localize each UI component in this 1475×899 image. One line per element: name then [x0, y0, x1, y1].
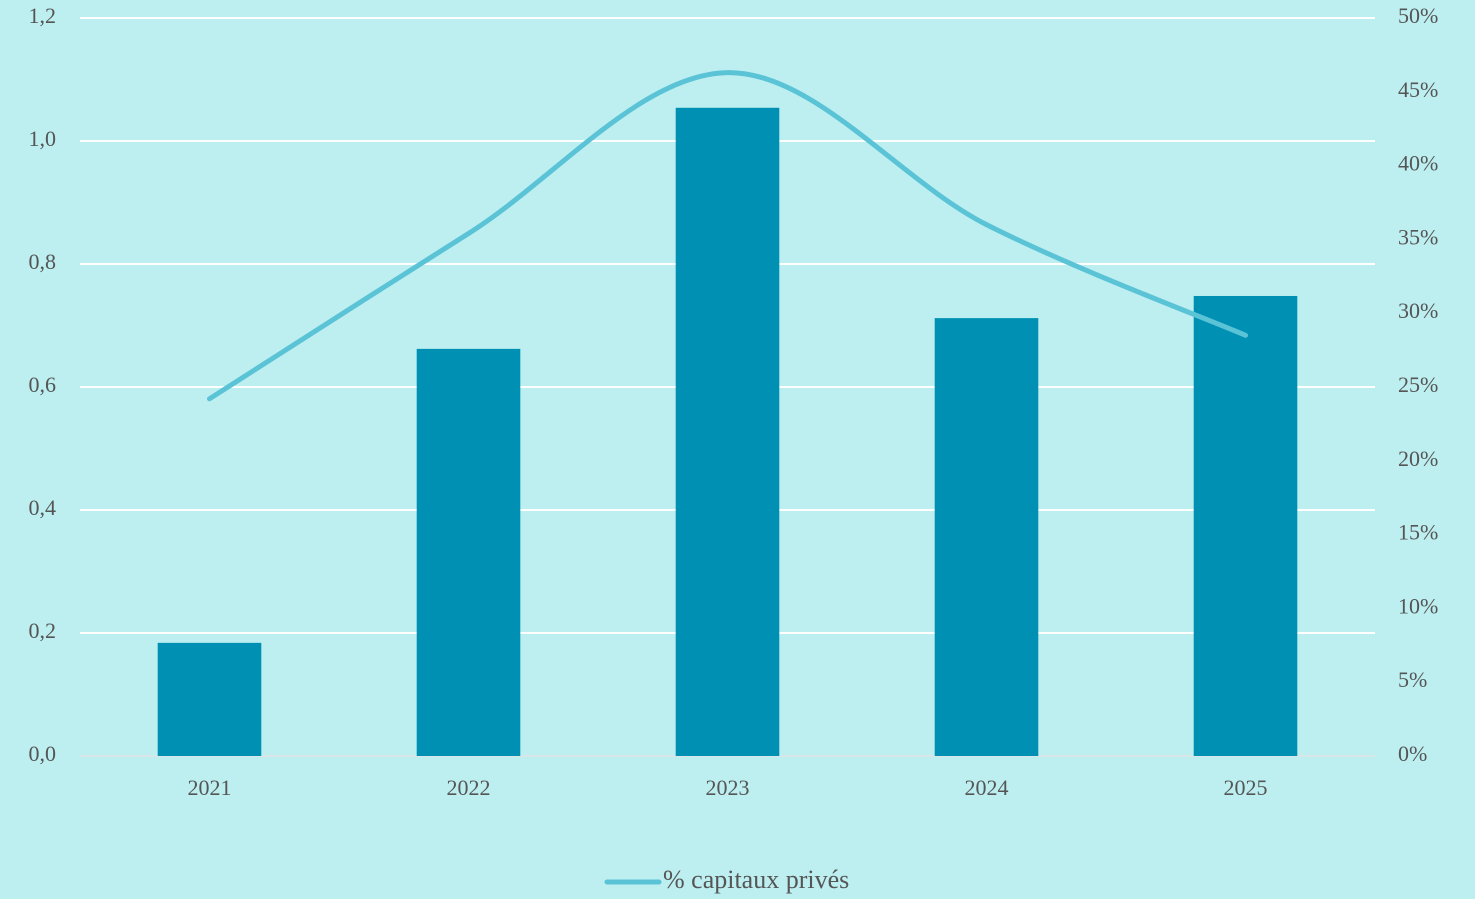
y2-tick-label: 0% — [1398, 741, 1427, 766]
y-tick-label: 0,0 — [29, 741, 57, 766]
y-tick-label: 0,4 — [29, 495, 57, 520]
y2-tick-label: 5% — [1398, 667, 1427, 692]
y-tick-label: 1,2 — [29, 3, 57, 28]
y2-tick-label: 50% — [1398, 3, 1438, 28]
y-tick-label: 0,8 — [29, 249, 57, 274]
line — [207, 70, 1248, 402]
y2-tick-label: 20% — [1398, 446, 1438, 471]
bar — [416, 348, 521, 756]
x-tick-label: 2023 — [706, 775, 750, 800]
bar — [934, 318, 1039, 756]
x-tick-label: 2024 — [965, 775, 1009, 800]
y2-tick-label: 35% — [1398, 224, 1438, 249]
bar — [157, 642, 262, 756]
y-tick-label: 1,0 — [29, 126, 57, 151]
y2-tick-label: 30% — [1398, 298, 1438, 323]
bar — [675, 107, 780, 757]
x-tick-label: 2022 — [447, 775, 491, 800]
y2-tick-label: 45% — [1398, 77, 1438, 102]
y2-tick-label: 15% — [1398, 520, 1438, 545]
x-tick-label: 2025 — [1224, 775, 1268, 800]
y-tick-label: 0,2 — [29, 618, 57, 643]
bar — [1193, 295, 1298, 756]
x-tick-label: 2021 — [188, 775, 232, 800]
y2-tick-label: 40% — [1398, 151, 1438, 176]
y2-tick-label: 25% — [1398, 372, 1438, 397]
y-tick-label: 0,6 — [29, 372, 57, 397]
y2-tick-label: 10% — [1398, 593, 1438, 618]
legend-label: % capitaux privés — [663, 865, 849, 894]
